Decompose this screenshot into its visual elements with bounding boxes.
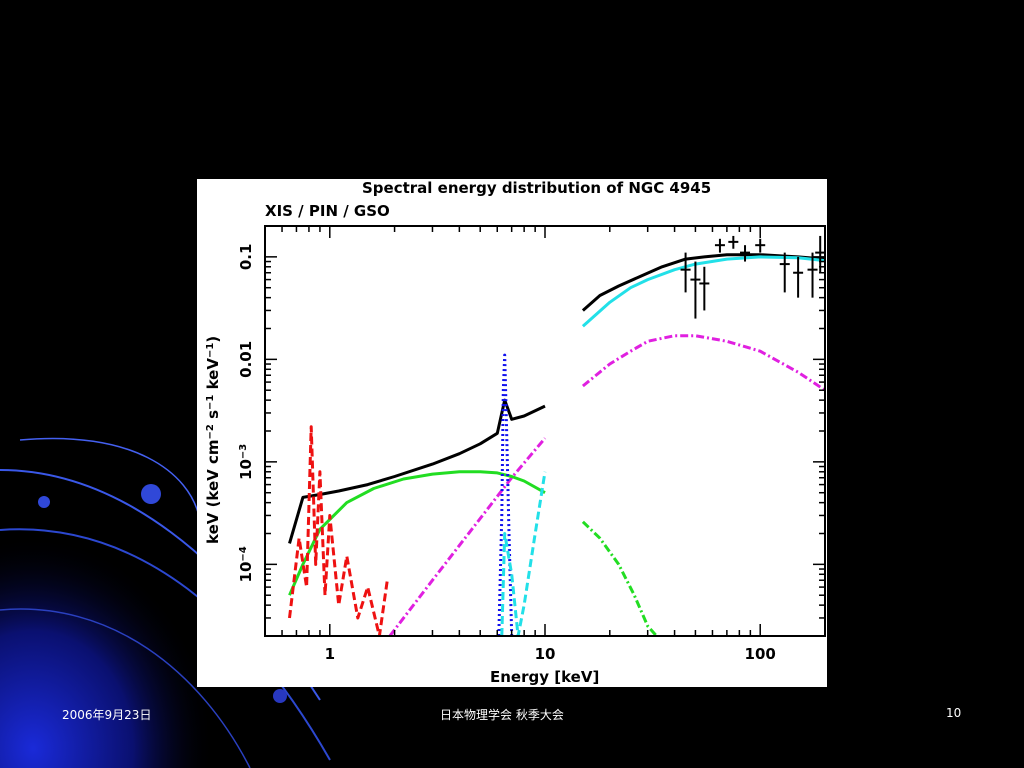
y-axis-label-end: ) bbox=[204, 336, 222, 343]
series-line-9 bbox=[500, 471, 547, 636]
chart-panel: Spectral energy distribution of NGC 4945… bbox=[197, 179, 827, 687]
footer-date: 2006年9月23日 bbox=[62, 708, 152, 722]
error-point-3 bbox=[714, 238, 725, 253]
error-point-7 bbox=[779, 252, 790, 293]
y-axis-label-main: keV (keV cm bbox=[204, 439, 222, 544]
series-line-3 bbox=[581, 334, 825, 392]
error-point-5 bbox=[740, 245, 751, 262]
plot-area bbox=[288, 235, 825, 636]
chart-subtitle: XIS / PIN / GSO bbox=[265, 202, 390, 220]
y-axis-label-sup2: −1 bbox=[205, 395, 216, 410]
orb-small bbox=[38, 496, 50, 508]
axis-tick-labels: 1 10 100 0.1 0.01 10−3 10−4 bbox=[237, 244, 776, 663]
x-tick-label: 100 bbox=[745, 645, 776, 663]
swoosh-line-3 bbox=[0, 608, 251, 768]
swoosh-line-2 bbox=[0, 528, 331, 761]
y-axis-label: keV (keV cm−2 s−1 keV−1) bbox=[204, 336, 222, 544]
y-tick-label: 10−3 bbox=[237, 444, 255, 480]
series-line-0 bbox=[288, 398, 546, 544]
footer-page-number: 10 bbox=[946, 706, 962, 720]
error-point-9 bbox=[807, 252, 818, 298]
x-tick-label: 10 bbox=[535, 645, 556, 663]
error-point-0 bbox=[680, 252, 691, 293]
chart-title: Spectral energy distribution of NGC 4945 bbox=[362, 179, 711, 197]
error-point-1 bbox=[690, 261, 701, 319]
x-axis-label: Energy [keV] bbox=[490, 668, 599, 686]
error-point-8 bbox=[793, 256, 804, 298]
x-tick-label: 1 bbox=[325, 645, 335, 663]
y-axis-label-mid2: keV bbox=[204, 358, 222, 395]
orb-bottom bbox=[273, 689, 287, 703]
series-line-8 bbox=[497, 353, 514, 636]
axis-ticks bbox=[264, 225, 826, 637]
error-point-6 bbox=[755, 238, 766, 253]
y-axis-label-mid: s bbox=[204, 410, 222, 424]
y-axis-label-sup1: −2 bbox=[205, 424, 216, 439]
error-point-2 bbox=[699, 266, 710, 311]
swoosh-line-4 bbox=[19, 437, 201, 521]
y-tick-label: 10−4 bbox=[237, 546, 255, 582]
error-point-4 bbox=[728, 235, 739, 249]
series-line-5 bbox=[288, 470, 546, 596]
plot-marks bbox=[288, 235, 825, 636]
orb-large bbox=[141, 484, 161, 504]
y-tick-label: 0.1 bbox=[237, 244, 255, 271]
y-axis-label-sup3: −1 bbox=[205, 343, 216, 358]
footer-center-title: 日本物理学会 秋季大会 bbox=[440, 708, 564, 722]
y-tick-label: 0.01 bbox=[237, 341, 255, 378]
spectrum-chart: Spectral energy distribution of NGC 4945… bbox=[204, 179, 826, 686]
series-line-6 bbox=[581, 520, 658, 636]
series-line-7 bbox=[288, 425, 389, 636]
series-line-4 bbox=[388, 437, 547, 636]
